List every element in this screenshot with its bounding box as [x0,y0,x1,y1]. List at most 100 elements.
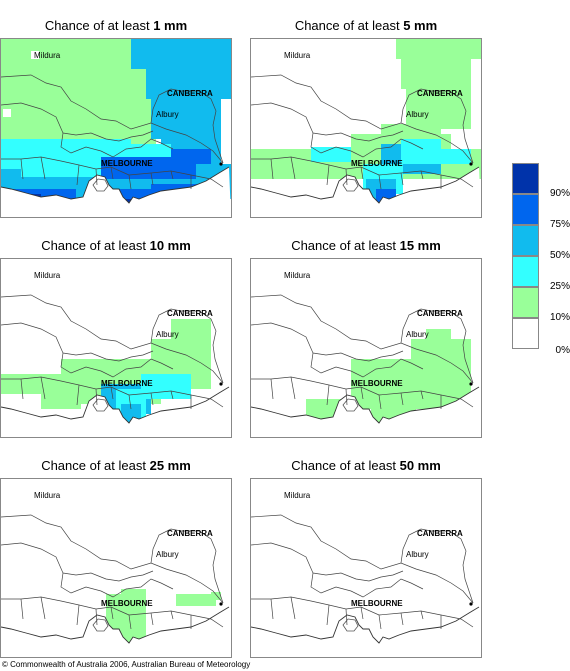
place-label-albury: Albury [156,330,179,339]
rain-cell [171,149,211,164]
place-label-canberra: CANBERRA [167,529,213,538]
panel-title-amount: 10 mm [149,238,191,253]
district-border [150,88,224,164]
rain-cell [396,39,481,59]
legend-swatch-75 [512,194,539,225]
rain-cell [311,147,351,162]
district-border [95,386,192,409]
rain-cell [141,374,191,399]
district-border [251,322,424,378]
panel-title-prefix: Chance of at least [291,238,400,253]
rain-cell [421,149,471,164]
place-label-melbourne: MELBOURNE [351,599,403,608]
rain-cell [411,339,471,379]
district-border [1,74,224,164]
district-border [400,528,474,604]
place-label-mildura: Mildura [34,271,61,280]
place-label-melbourne: MELBOURNE [101,599,153,608]
coastline [251,606,480,644]
district-border [251,542,424,598]
panel-title-amount: 25 mm [149,458,191,473]
panel-title: Chance of at least 1 mm [0,18,232,38]
rain-cell [176,594,216,606]
coastline [1,166,230,204]
district-border [95,606,192,629]
rain-cell [131,39,231,69]
legend-label-0: 0% [555,345,570,356]
legend-label-50: 50% [549,250,570,261]
district-border [20,156,174,190]
east-gippsland-marker [469,602,473,606]
district-border [251,294,474,384]
district-border [312,570,404,582]
panel-title-amount: 15 mm [399,238,441,253]
place-label-albury: Albury [156,550,179,559]
rain-cell [41,389,81,409]
panel-title: Chance of at least 15 mm [250,238,482,258]
rain-probability-map: Mildura CANBERRA Albury MELBOURNE [250,38,482,218]
district-border [1,542,174,598]
district-border [1,322,174,378]
coastline [1,386,230,424]
rain-cell [1,39,41,49]
district-border [270,376,424,410]
rain-probability-map: Mildura CANBERRA Albury MELBOURNE [250,478,482,658]
panel-title-prefix: Chance of at least [291,458,400,473]
legend-swatch-90 [512,163,539,194]
district-border [251,74,474,164]
place-label-canberra: CANBERRA [417,309,463,318]
east-gippsland-marker [219,162,223,166]
place-label-mildura: Mildura [284,491,311,500]
rain-probability-map: Mildura CANBERRA Albury MELBOURNE [0,478,232,658]
panel-title: Chance of at least 10 mm [0,238,232,258]
panel-title-prefix: Chance of at least [41,238,150,253]
district-border [270,156,424,190]
district-border [345,606,442,629]
east-gippsland-marker [469,382,473,386]
legend-swatch-0 [512,318,539,349]
rain-cell [151,99,221,139]
coastline [251,166,480,204]
district-border [95,166,192,189]
legend-label-25: 25% [549,281,570,292]
rain-cell [146,69,231,99]
district-border [270,596,424,630]
panel-title: Chance of at least 50 mm [250,458,482,478]
legend-swatch-10 [512,287,539,318]
copyright-notice: © Commonwealth of Australia 2006, Austra… [2,660,251,669]
coastline [1,606,230,644]
place-label-mildura: Mildura [284,271,311,280]
rain-probability-map: Mildura CANBERRA Albury MELBOURNE [0,258,232,438]
district-border [1,102,174,158]
panel-title-amount: 50 mm [399,458,441,473]
district-border [20,596,174,630]
district-border [150,528,224,604]
district-border [62,130,154,142]
rain-cell [171,319,211,349]
district-border [62,350,154,362]
panel-title-prefix: Chance of at least [294,18,404,33]
place-label-albury: Albury [406,550,429,559]
place-label-melbourne: MELBOURNE [101,379,153,388]
panel-title: Chance of at least 5 mm [250,18,482,38]
rain-cell [1,39,156,149]
rain-cell [211,592,221,600]
district-border [312,130,404,142]
district-border [150,308,224,384]
panel-title: Chance of at least 25 mm [0,458,232,478]
rain-cell [121,589,146,604]
sea-area [251,387,481,437]
district-border [20,376,174,410]
sea-area [251,607,481,657]
district-border [251,102,424,158]
panel-title-prefix: Chance of at least [44,18,154,33]
coastline [251,386,480,424]
panel-title-amount: 1 mm [153,18,188,33]
legend-label-10: 10% [549,312,570,323]
east-gippsland-marker [469,162,473,166]
place-label-albury: Albury [406,110,429,119]
sea-area [1,167,231,217]
place-label-melbourne: MELBOURNE [351,159,403,168]
rain-cell [31,51,39,59]
rain-cell [3,109,11,117]
